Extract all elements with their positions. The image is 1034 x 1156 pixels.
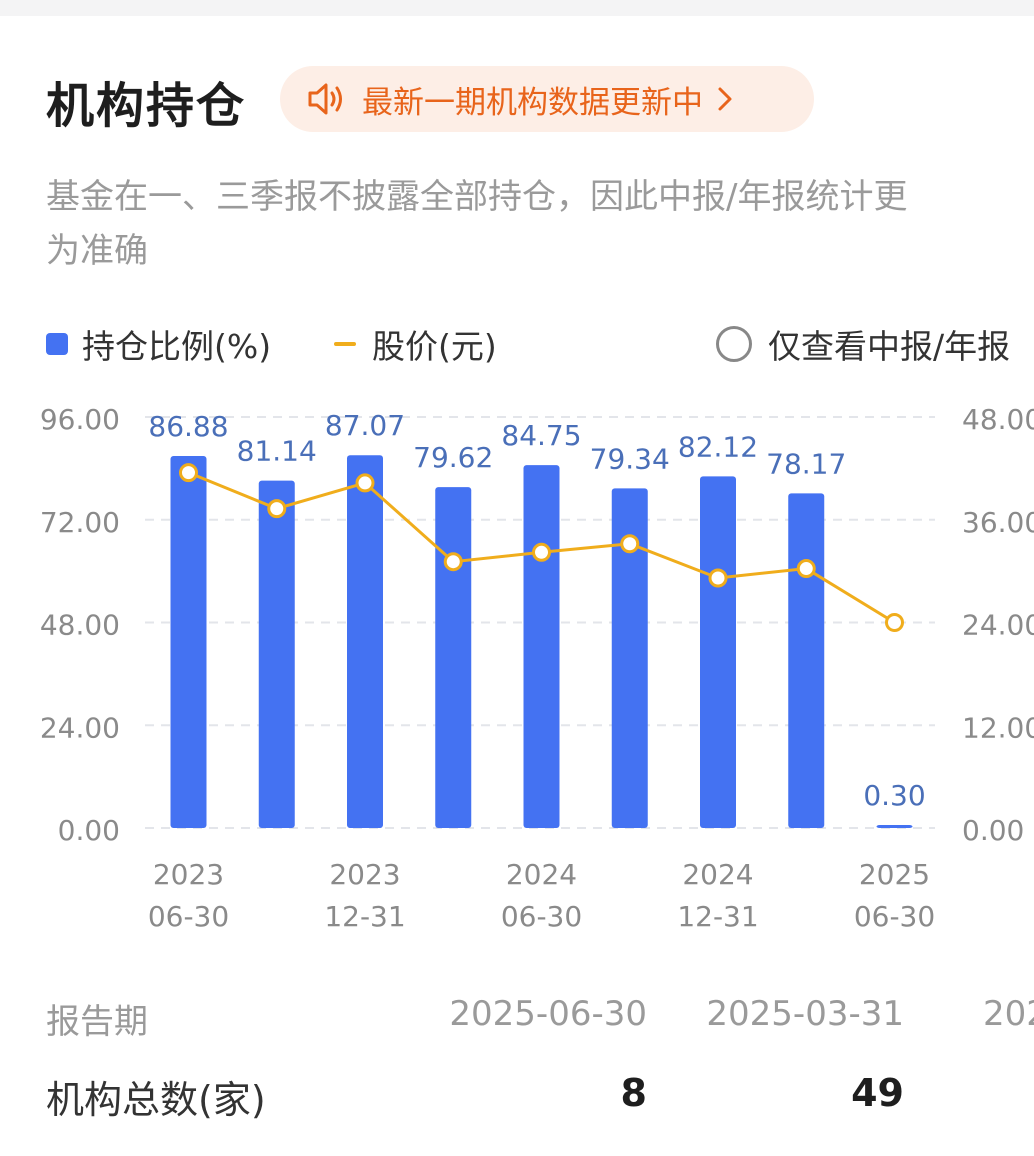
legend-label-holding-ratio: 持仓比例(%) [82, 327, 272, 366]
y-right-tick-label: 48.00 [962, 403, 1034, 436]
price-point [532, 542, 551, 562]
bar-value-label: 0.30 [863, 779, 925, 812]
data-update-notice[interactable]: 最新一期机构数据更新中 [280, 66, 814, 132]
chevron-right-icon [718, 87, 732, 111]
bar [876, 825, 913, 828]
holding-chart: 96.00 72.00 48.00 24.00 0.00 48.00 36.00 24.00 1… [40, 403, 1034, 933]
y-right-tick-label: 24.00 [962, 609, 1034, 642]
description-line-2: 为准确 [46, 231, 148, 271]
y-left-tick-label: 96.00 [40, 403, 120, 436]
bar-value-label: 87.07 [325, 409, 405, 442]
table-header-label: 报告期 [46, 1002, 148, 1042]
table-cell-value: 8 [620, 1071, 647, 1115]
description: 基金在一、三季报不披露全部持仓，因此中报/年报统计更 为准确 [46, 170, 1034, 278]
price-point [620, 534, 640, 554]
x-tick-year: 2024 [682, 858, 753, 891]
x-tick-year: 2025 [859, 858, 930, 891]
x-tick-date: 06-30 [501, 900, 582, 933]
y-left-tick-label: 24.00 [40, 711, 120, 744]
price-point [708, 568, 728, 588]
x-tick-year: 2023 [329, 858, 400, 891]
price-point [355, 473, 375, 493]
legend-label-stock-price: 股价(元) [372, 327, 497, 366]
table-column-header: 2025-06-30 [449, 994, 647, 1034]
legend-item-stock-price: 股价(元) [334, 320, 497, 368]
line-swatch [334, 342, 356, 346]
report-filter-label: 仅查看中报/年报 [768, 327, 1011, 366]
bar-value-label: 79.62 [413, 441, 493, 474]
x-tick-date: 06-30 [854, 900, 935, 933]
price-point [796, 559, 816, 579]
bar-value-label: 78.17 [766, 447, 846, 480]
bar [347, 455, 383, 828]
chart-legend: 持仓比例(%) 股价(元) 仅查看中报/年报 [0, 310, 1034, 370]
y-left-tick-label: 72.00 [40, 506, 120, 539]
table-column-header: 202 [983, 994, 1034, 1034]
bar-value-label: 84.75 [501, 419, 581, 452]
price-point [267, 499, 287, 519]
bar-value-label: 79.34 [590, 442, 670, 475]
description-line-1: 基金在一、三季报不披露全部持仓，因此中报/年报统计更 [46, 177, 908, 217]
bar [611, 488, 648, 828]
bar [435, 487, 472, 828]
bar-value-label: 82.12 [678, 430, 758, 463]
top-divider [0, 0, 1034, 16]
holdings-table: 报告期 2025-06-30 2025-03-31 202 机构总数(家) 8 … [0, 980, 1034, 1156]
radio-button-icon[interactable] [716, 326, 752, 362]
bar [700, 476, 736, 828]
bar [788, 493, 825, 828]
price-point [443, 552, 463, 572]
y-left-tick-label: 0.00 [58, 814, 120, 847]
x-tick-year: 2024 [506, 858, 577, 891]
table-cell-value: 49 [851, 1071, 904, 1115]
table-row-label: 机构总数(家) [46, 1078, 266, 1122]
bar [258, 480, 295, 828]
y-right-tick-label: 0.00 [962, 814, 1024, 847]
bar-value-label: 86.88 [148, 410, 228, 443]
legend-item-holding-ratio: 持仓比例(%) [46, 320, 271, 368]
x-tick-date: 12-31 [677, 900, 758, 933]
bar [170, 456, 207, 828]
price-point [179, 463, 198, 483]
bar [523, 465, 560, 828]
notice-text: 最新一期机构数据更新中 [362, 84, 703, 121]
speaker-icon [308, 83, 342, 115]
report-filter-toggle[interactable]: 仅查看中报/年报 [716, 320, 1010, 368]
price-point [885, 613, 904, 632]
x-tick-date: 06-30 [148, 900, 229, 933]
bar-swatch [46, 333, 68, 355]
y-right-tick-label: 36.00 [962, 506, 1034, 539]
y-left-tick-label: 48.00 [40, 609, 120, 642]
x-tick-date: 12-31 [324, 900, 405, 933]
section-title: 机构持仓 [46, 78, 247, 134]
table-column-header: 2025-03-31 [706, 994, 904, 1034]
x-tick-year: 2023 [153, 858, 224, 891]
y-right-tick-label: 12.00 [962, 711, 1034, 744]
bar-value-label: 81.14 [237, 435, 317, 468]
